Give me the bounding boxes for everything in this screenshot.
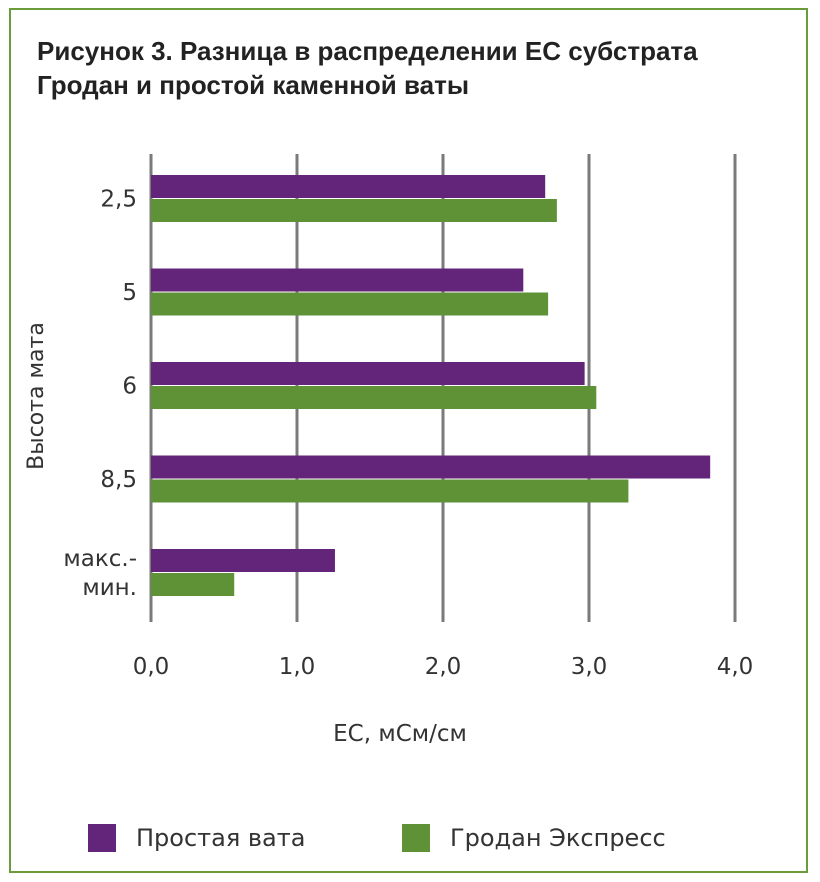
x-tick-label-4: 4,0: [717, 654, 754, 680]
legend-item-plain-wool: Простая вата: [88, 818, 305, 858]
figure-frame: [9, 8, 808, 873]
category-label-3: 8,5: [100, 467, 137, 493]
legend-label-grodan-express: Гродан Экспресс: [450, 824, 666, 852]
bar-series-1-cat-0: [151, 199, 557, 222]
legend-item-grodan-express: Гродан Экспресс: [402, 818, 666, 858]
category-label-1: 5: [122, 280, 137, 306]
legend-label-plain-wool: Простая вата: [136, 824, 306, 852]
category-label-2: 6: [122, 374, 137, 400]
bar-series-1-cat-3: [151, 479, 629, 503]
x-tick-label-3: 3,0: [571, 654, 608, 680]
y-axis-title: Высота мата: [24, 322, 49, 470]
bar-series-1-cat-1: [151, 292, 549, 316]
chart-title-line-1: Рисунок 3. Разница в распределении EC су…: [37, 36, 698, 66]
bar-series-1-cat-2: [151, 386, 597, 409]
bar-series-0-cat-0: [151, 175, 546, 198]
legend-swatch-grodan-express: [402, 824, 430, 852]
x-axis-title: EC, мСм/см: [333, 721, 467, 747]
x-tick-label-1: 1,0: [279, 654, 316, 680]
x-tick-label-0: 0,0: [133, 654, 170, 680]
chart-title-line-2: Гродан и простой каменной ваты: [37, 70, 470, 100]
bar-series-0-cat-1: [151, 268, 524, 292]
bar-series-0-cat-4: [151, 549, 335, 572]
x-tick-label-2: 2,0: [425, 654, 462, 680]
category-label-4-line-0: макс.-: [63, 546, 137, 572]
bar-series-1-cat-4: [151, 573, 235, 596]
bar-series-0-cat-2: [151, 362, 585, 385]
category-label-0: 2,5: [100, 187, 137, 213]
chart-title: Рисунок 3. Разница в распределении EC су…: [37, 34, 797, 102]
legend-swatch-plain-wool: [88, 824, 116, 852]
category-label-4-line-1: мин.: [82, 575, 137, 601]
bar-series-0-cat-3: [151, 455, 711, 479]
